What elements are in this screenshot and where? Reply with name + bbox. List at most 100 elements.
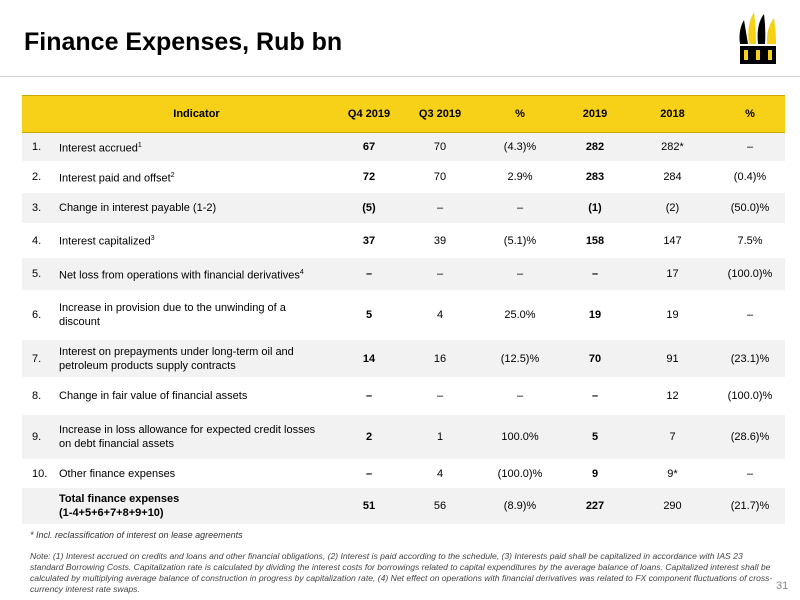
value-cell: – [560,257,630,291]
indicator: Increase in loss allowance for expected … [55,414,338,460]
indicator: Interest on prepayments under long-term … [55,339,338,378]
value-cell: 100.0% [480,414,560,460]
value-cell: 4 [400,290,480,340]
value-cell: 1 [400,414,480,460]
indicator: Net loss from operations with financial … [55,257,338,291]
value-cell: 283 [560,161,630,193]
value-cell: – [480,377,560,415]
header-cell: Indicator [55,95,338,133]
value-cell: 5 [560,414,630,460]
indicator: Other finance expenses [55,459,338,488]
value-cell: 14 [338,339,400,378]
value-cell: 9* [630,459,715,488]
value-cell: 282* [630,132,715,162]
header-cell: % [480,95,560,133]
indicator: Change in interest payable (1-2) [55,192,338,224]
value-cell: – [400,377,480,415]
value-cell: 67 [338,132,400,162]
table-row: 6. Increase in provision due to the unwin… [22,290,785,340]
header-row: Indicator Q4 2019 Q3 2019% 2019 2018% [22,95,785,133]
indicator-text: Increase in loss allowance for expected … [59,424,316,450]
table-row: 4. Interest capitalized3 37 39 (5.1)% 158 147 7… [22,223,785,258]
value-cell: (5.1)% [480,223,560,258]
row-number: 4. [22,223,55,258]
indicator-text: Other finance expenses [59,467,176,480]
indicator-text: Change in fair value of financial assets [59,390,248,402]
value-cell: 2.9% [480,161,560,193]
header-cell: Q4 2019 [338,95,400,133]
indicator-text: Total finance expenses (1-4+5+6+7+8+9+10… [59,493,180,519]
indicator-text: Net loss from operations with financial … [59,269,300,282]
value-cell: 91 [630,339,715,378]
indicator: Interest accrued1 [55,132,338,162]
value-cell: (28.6)% [715,414,785,460]
table-row: 5. Net loss from operations with financia… [22,257,785,291]
value-cell: (8.9)% [480,487,560,525]
value-cell: (100.0)% [715,257,785,291]
value-cell: 7.5% [715,223,785,258]
table-row: 9. Increase in loss allowance for expecte… [22,414,785,460]
finance-table: Indicator Q4 2019 Q3 2019% 2019 2018% 1. Inte… [22,95,785,525]
table-row: 1. Interest accrued1 67 70 (4.3)% 282 282* – [22,132,785,162]
value-cell: (100.0)% [480,459,560,488]
table-row: Total finance expenses (1-4+5+6+7+8+9+10… [22,487,785,525]
indicator-text: Change in interest payable (1-2) [59,202,217,214]
value-cell: 282 [560,132,630,162]
value-cell: 7 [630,414,715,460]
value-cell: – [715,290,785,340]
title: Finance Expenses, Rub bn [24,28,343,56]
value-cell: – [338,459,400,488]
indicator-text: Increase in provision due to the unwindi… [59,302,286,328]
value-cell: – [400,192,480,224]
value-cell: (5) [338,192,400,224]
table-row: 7. Interest on prepayments under long-ter… [22,339,785,378]
value-cell: – [400,257,480,291]
value-cell: – [480,257,560,291]
value-cell: – [338,257,400,291]
value-cell: 227 [560,487,630,525]
value-cell: (1) [560,192,630,224]
row-number: 9. [22,414,55,460]
indicator: Change in fair value of financial assets [55,377,338,415]
value-cell: (4.3)% [480,132,560,162]
value-cell: (100.0)% [715,377,785,415]
indicator-text: Interest on prepayments under long-term … [59,345,294,372]
footnote: * Incl. reclassification of interest on … [30,530,243,540]
row-number: 8. [22,377,55,415]
divider [0,76,800,77]
value-cell: 17 [630,257,715,291]
footnote-ref: 2 [170,171,175,179]
table-row: 3. Change in interest payable (1-2) (5) – –(… [22,192,785,224]
indicator: Total finance expenses (1-4+5+6+7+8+9+10… [55,487,338,525]
value-cell: 70 [560,339,630,378]
header-cell [22,95,55,133]
value-cell: 147 [630,223,715,258]
row-number: 5. [22,257,55,291]
header-cell: 2018 [630,95,715,133]
value-cell: 16 [400,339,480,378]
note: Note: (1) Interest accrued on credits an… [30,551,773,594]
value-cell: – [480,192,560,224]
value-cell: 12 [630,377,715,415]
indicator: Increase in provision due to the unwindi… [55,290,338,340]
row-number: 6. [22,290,55,340]
value-cell: – [715,459,785,488]
logo [739,12,776,64]
header-cell: % [715,95,785,133]
indicator-text: Interest capitalized [59,235,151,248]
value-cell: 70 [400,161,480,193]
row-number [22,487,55,525]
value-cell: 19 [630,290,715,340]
value-cell: 25.0% [480,290,560,340]
indicator: Interest paid and offset2 [55,161,338,193]
value-cell: (12.5)% [480,339,560,378]
value-cell: 70 [400,132,480,162]
value-cell: 2 [338,414,400,460]
footnote-ref: 1 [137,141,142,149]
value-cell: (0.4)% [715,161,785,193]
row-number: 2. [22,161,55,193]
row-number: 1. [22,132,55,162]
value-cell: 284 [630,161,715,193]
value-cell: (23.1)% [715,339,785,378]
value-cell: – [715,132,785,162]
